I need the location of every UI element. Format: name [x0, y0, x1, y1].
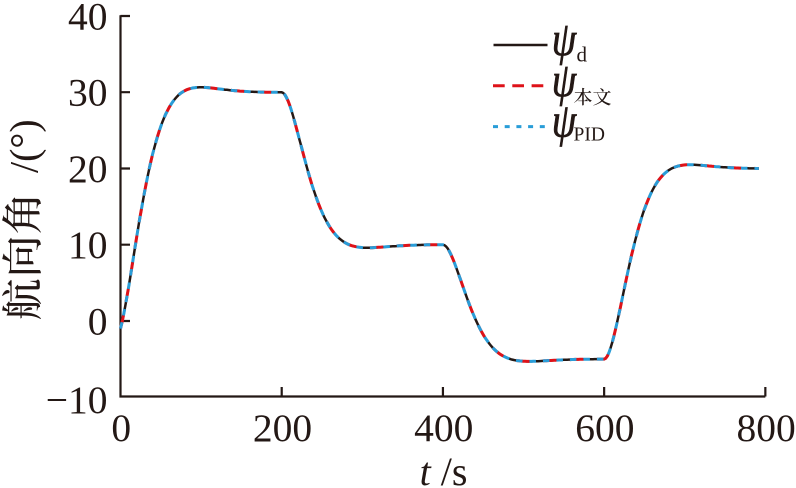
svg-text:0: 0: [111, 406, 131, 450]
svg-text:10: 10: [68, 223, 108, 267]
svg-text:d: d: [577, 42, 588, 66]
svg-text:ψ: ψ: [552, 54, 577, 106]
svg-text:0: 0: [88, 299, 108, 343]
svg-text:PID: PID: [574, 125, 605, 146]
svg-text:400: 400: [414, 406, 473, 450]
svg-text:200: 200: [253, 406, 312, 450]
svg-text:ψ: ψ: [552, 13, 577, 65]
svg-text:20: 20: [68, 147, 108, 191]
svg-text:ψ: ψ: [552, 95, 577, 147]
svg-text:30: 30: [68, 71, 108, 115]
svg-text:/(°): /(°): [2, 119, 47, 173]
svg-text:−10: −10: [46, 378, 108, 422]
svg-text:t /s: t /s: [420, 449, 468, 488]
svg-text:600: 600: [575, 406, 634, 450]
svg-text:800: 800: [736, 406, 795, 450]
svg-text:40: 40: [68, 0, 108, 38]
